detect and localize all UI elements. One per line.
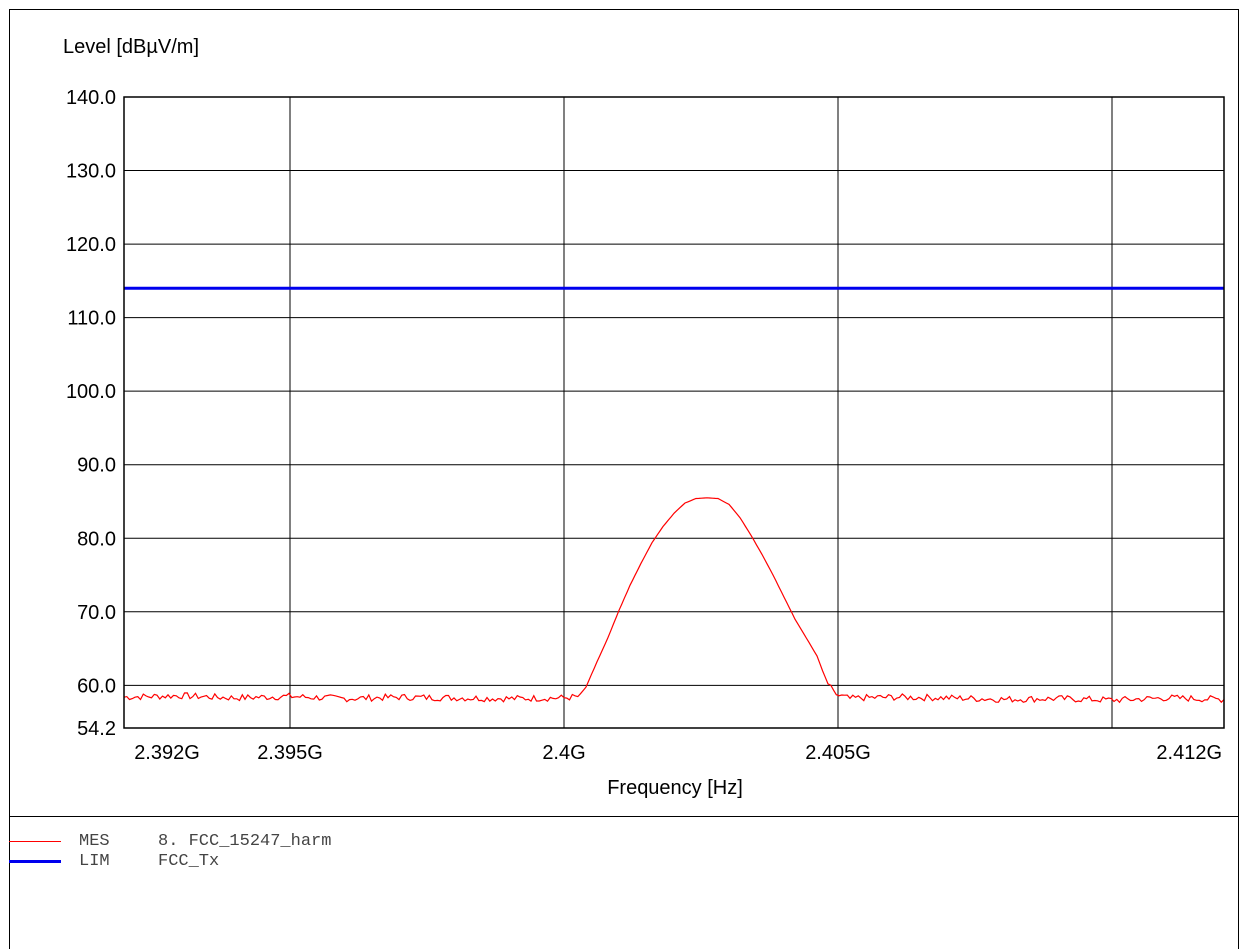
y-tick-label: 54.2	[77, 718, 116, 740]
x-tick-label: 2.412G	[1156, 742, 1222, 764]
legend-swatch-mes	[9, 841, 61, 842]
y-tick-label: 110.0	[67, 308, 116, 330]
y-tick-label: 70.0	[77, 602, 116, 624]
legend-label-lim: FCC_Tx	[158, 852, 220, 871]
x-tick-labels: 2.392G 2.395G 2.4G 2.405G 2.412G	[134, 742, 1222, 764]
y-tick-label: 140.0	[66, 87, 116, 109]
legend-label-mes: 8. FCC_15247_harm	[158, 832, 332, 851]
plot-border	[123, 96, 1225, 729]
chart-frame	[9, 9, 1239, 949]
legend-swatch-lim	[9, 860, 61, 863]
legend-entry-mes: MES 8. FCC_15247_harm	[9, 832, 609, 854]
legend-code-lim: LIM	[79, 852, 110, 871]
x-tick-label: 2.4G	[542, 742, 585, 764]
y-tick-label: 90.0	[77, 455, 116, 477]
series-lines	[123, 286, 1225, 704]
y-tick-label: 80.0	[77, 528, 116, 550]
y-axis-label: Level [dBµV/m]	[63, 36, 199, 58]
series-line-mes	[123, 497, 1225, 704]
y-tick-labels: 140.0 130.0 120.0 110.0 100.0 90.0 80.0 70.0 60.…	[66, 87, 116, 740]
y-tick-label: 60.0	[77, 675, 116, 697]
y-tick-label: 100.0	[66, 381, 116, 403]
y-tick-label: 120.0	[66, 234, 116, 256]
x-tick-label: 2.392G	[134, 742, 200, 764]
x-tick-label: 2.405G	[805, 742, 871, 764]
gridlines	[124, 97, 1224, 728]
legend-entry-lim: LIM FCC_Tx	[9, 852, 609, 874]
y-tick-label: 130.0	[66, 161, 116, 183]
x-axis-label: Frequency [Hz]	[607, 777, 743, 799]
x-tick-label: 2.395G	[257, 742, 323, 764]
legend-code-mes: MES	[79, 832, 110, 851]
legend-divider	[9, 816, 1239, 817]
